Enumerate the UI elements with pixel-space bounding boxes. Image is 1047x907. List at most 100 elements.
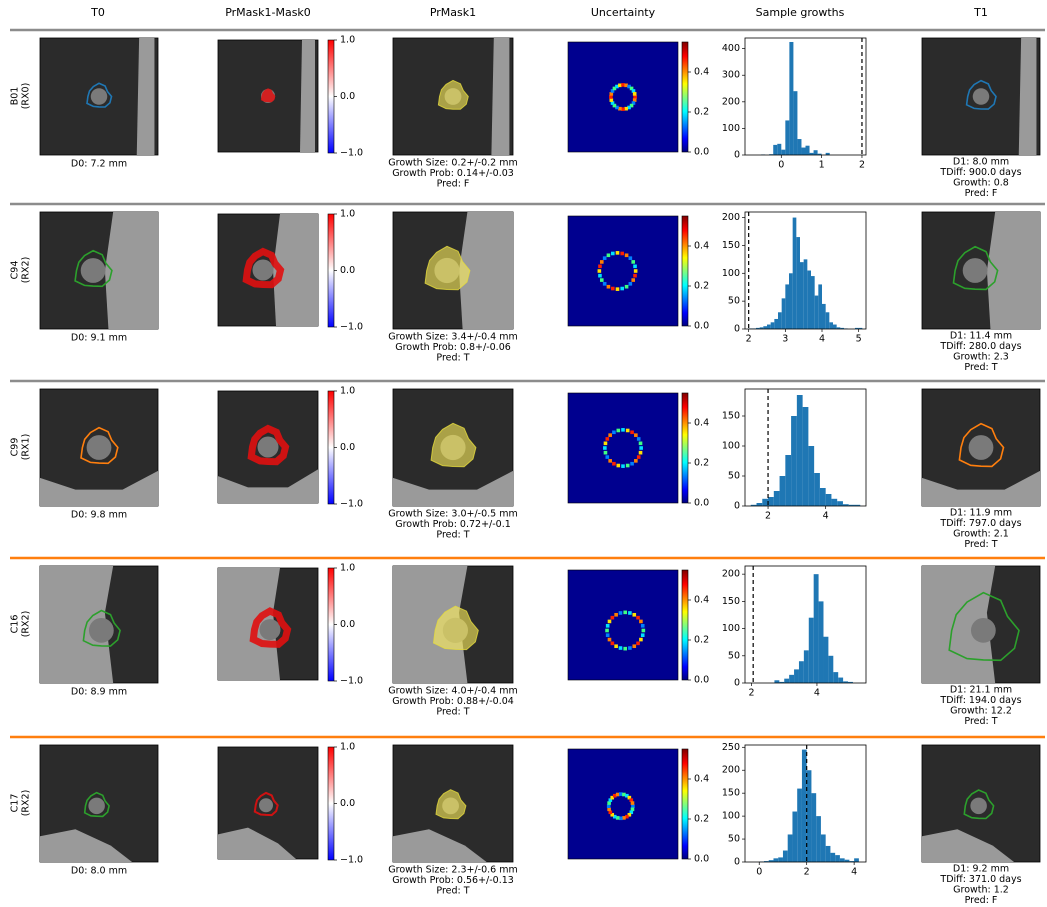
uncertainty-pixel	[604, 451, 608, 455]
uncertainty-pixel	[624, 107, 628, 111]
y-tick-label: 0	[734, 678, 740, 689]
uncertainty-pixel	[600, 278, 604, 282]
uncertainty-pixel	[632, 644, 636, 648]
uncertainty-pixel	[621, 107, 625, 111]
uncertainty-pixel	[623, 647, 627, 651]
y-tick-label: 0	[734, 324, 740, 335]
uncertainty-pixel	[633, 92, 637, 96]
histogram-bar	[777, 144, 781, 155]
histogram-bar	[833, 325, 837, 329]
uncertainty-pixel	[629, 282, 633, 286]
y-tick-label: 100	[722, 811, 740, 822]
y-tick-label: 100	[722, 268, 740, 279]
histogram-bar	[782, 298, 786, 329]
y-tick-label: 150	[722, 788, 740, 799]
colorbar-tick-label: 1.0	[340, 209, 355, 220]
prediction-caption: Growth Size: 0.2+/-0.2 mm	[388, 158, 517, 169]
colorbar	[682, 393, 688, 503]
histogram-bar	[781, 150, 785, 155]
prediction-caption: Growth Prob: 0.88+/-0.04	[392, 696, 514, 707]
tissue	[137, 38, 155, 155]
uncertainty-image	[568, 42, 678, 152]
x-tick-label: 5	[856, 334, 862, 345]
histogram-bar	[830, 853, 835, 862]
uncertainty-pixel	[628, 646, 632, 650]
histogram-bar	[823, 637, 828, 683]
uncertainty-pixel	[612, 462, 616, 466]
colorbar-tick-label: 0.0	[340, 619, 355, 630]
nodule	[253, 260, 274, 281]
uncertainty-pixel	[604, 442, 608, 446]
t1-caption: D1: 8.0 mm	[953, 157, 1009, 168]
uncertainty-pixel	[633, 274, 637, 278]
uncertainty-pixel	[620, 287, 624, 291]
y-tick-label: 50	[728, 471, 740, 482]
histogram-bar	[771, 322, 775, 329]
tissue	[300, 40, 315, 152]
histogram-bar	[778, 857, 783, 862]
t1-caption: Pred: F	[965, 188, 998, 199]
histogram-bar	[783, 851, 788, 862]
histogram-bar	[814, 473, 820, 506]
uncertainty-pixel	[611, 287, 615, 291]
prediction-caption: Growth Prob: 0.8+/-0.06	[395, 342, 511, 353]
uncertainty-pixel	[641, 624, 645, 628]
y-tick-label: 0	[734, 501, 740, 512]
row-id: C16	[10, 615, 21, 634]
t0-caption: D0: 9.8 mm	[71, 510, 127, 521]
histogram-bar	[829, 322, 833, 329]
uncertainty-pixel	[618, 84, 622, 88]
colorbar-tick-label: 1.0	[340, 563, 355, 574]
y-tick-label: 50	[728, 834, 740, 845]
histogram-bar	[806, 146, 810, 155]
nodule	[87, 435, 112, 460]
t1-caption: TDiff: 900.0 days	[939, 167, 1021, 178]
histogram-bar	[826, 312, 830, 329]
uncertainty-pixel	[634, 269, 638, 273]
colorbar	[328, 747, 334, 860]
uncertainty-pixel	[617, 429, 621, 433]
histogram-bar	[789, 675, 794, 683]
uncertainty-pixel	[620, 252, 624, 256]
colorbar	[328, 214, 334, 327]
uncertainty-pixel	[642, 629, 646, 633]
histogram-bar	[807, 770, 812, 862]
uncertainty-pixel	[600, 260, 604, 264]
uncertainty-pixel	[634, 459, 638, 463]
tissue	[987, 212, 1040, 329]
x-tick-label: 1	[819, 160, 825, 171]
uncertainty-pixel	[630, 462, 634, 466]
histogram-bar	[828, 656, 833, 683]
nodule	[259, 798, 273, 812]
plot-frame	[745, 38, 866, 155]
x-tick-label: 2	[749, 688, 755, 699]
uncertainty-pixel	[636, 642, 640, 646]
t1-caption: TDiff: 194.0 days	[939, 695, 1021, 706]
uncertainty-pixel	[609, 95, 613, 99]
x-tick-label: 4	[851, 867, 857, 878]
histogram-bar	[797, 395, 803, 506]
uncertainty-pixel	[598, 265, 602, 269]
uncertainty-pixel	[625, 285, 629, 289]
t1-caption: D1: 11.9 mm	[950, 508, 1012, 519]
histogram-bar	[837, 501, 843, 506]
row-id: C17	[10, 794, 21, 813]
uncertainty-pixel	[633, 265, 637, 269]
histogram-bar	[854, 858, 859, 862]
t1-caption: Pred: F	[965, 895, 998, 906]
histogram-bar	[816, 816, 821, 862]
y-tick-label: 50	[728, 296, 740, 307]
x-tick-label: 0	[756, 867, 762, 878]
histogram-bar	[780, 476, 786, 506]
nodule	[970, 798, 987, 815]
nodule	[88, 798, 105, 815]
uncertainty-pixel	[639, 451, 643, 455]
prediction-caption: Pred: T	[436, 353, 469, 364]
uncertainty-pixel	[639, 446, 643, 450]
histogram-bar	[811, 793, 816, 862]
histogram-bar	[809, 618, 814, 683]
t1-caption: TDiff: 797.0 days	[939, 518, 1021, 529]
uncertainty-pixel	[639, 638, 643, 642]
histogram-bar	[800, 262, 804, 329]
uncertainty-pixel	[631, 260, 635, 264]
